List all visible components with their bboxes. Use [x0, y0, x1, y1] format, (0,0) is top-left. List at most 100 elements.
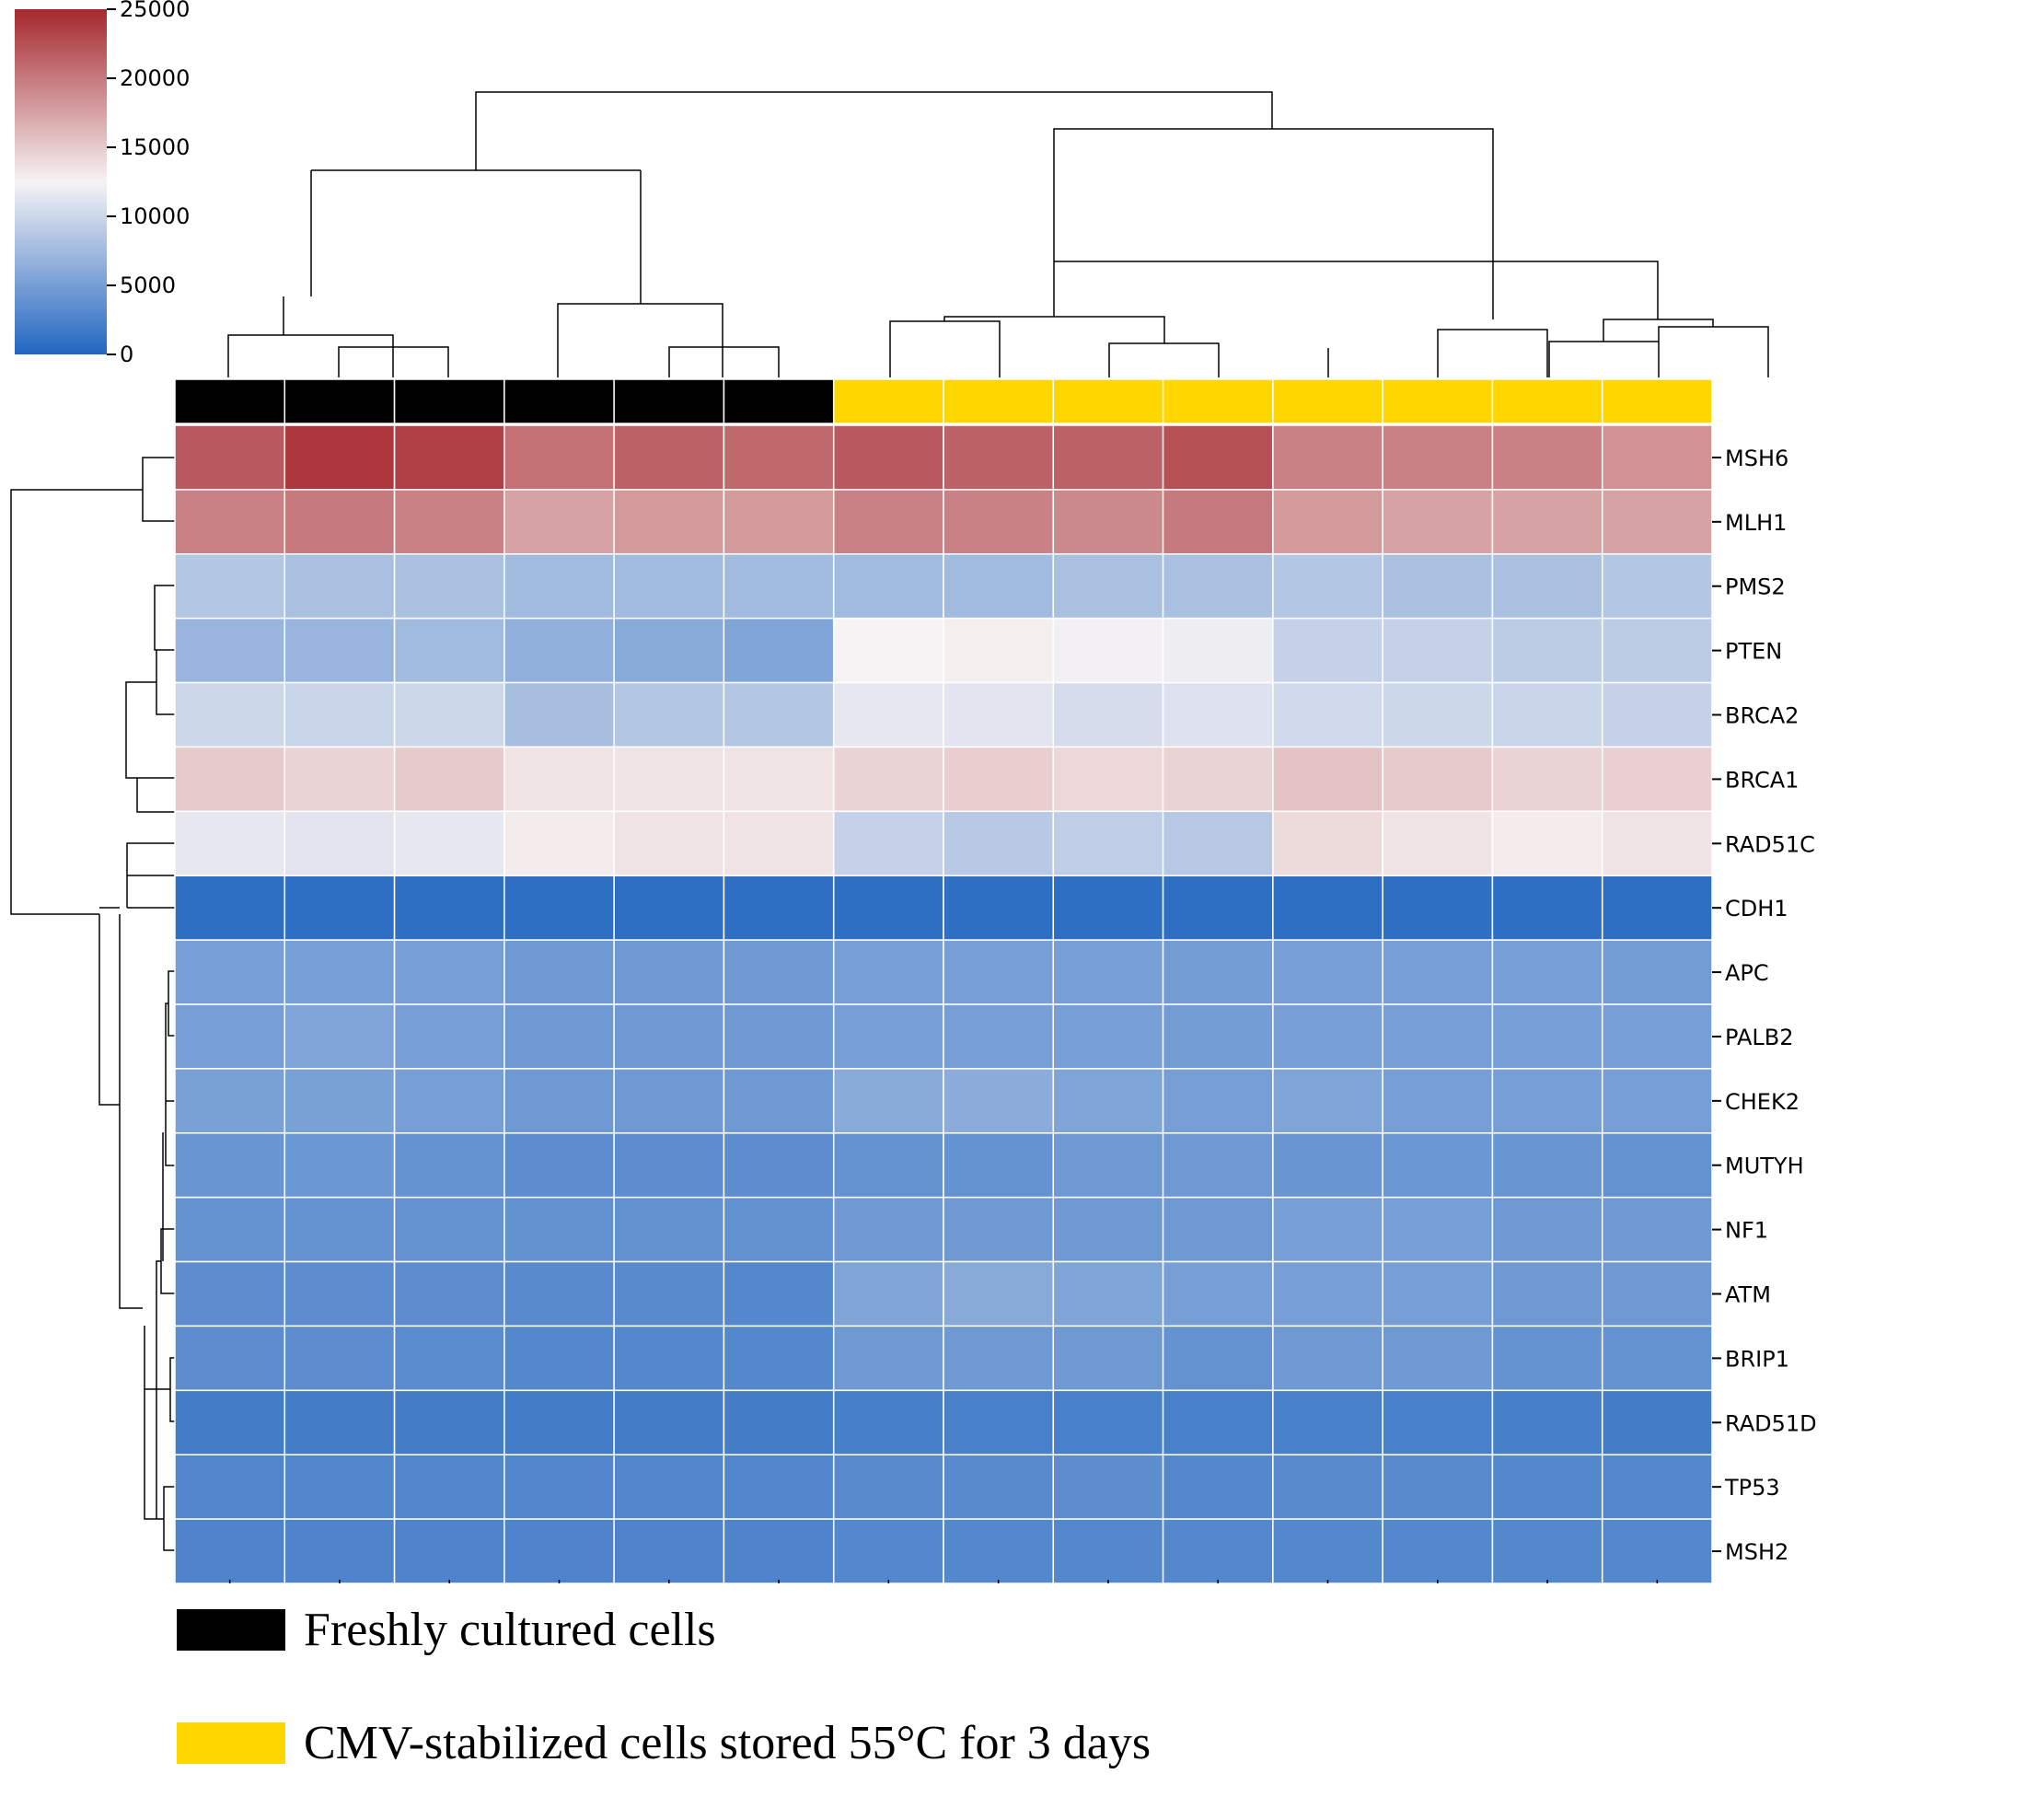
heatmap-cell — [943, 810, 1055, 876]
heatmap-cell — [943, 1518, 1055, 1584]
heatmap-cell — [1272, 1454, 1383, 1520]
group-bar-cell — [943, 378, 1055, 424]
heatmap-cell — [1052, 1196, 1164, 1263]
group-bar-cell — [503, 378, 615, 424]
heatmap-cell — [723, 553, 835, 620]
heatmap-cell — [1162, 1260, 1274, 1327]
heatmap-cell — [832, 617, 944, 684]
heatmap-cell — [832, 810, 944, 876]
heatmap-cell — [943, 681, 1055, 748]
gene-label: PMS2 — [1725, 574, 1786, 600]
gene-label: BRIP1 — [1725, 1346, 1789, 1372]
heatmap-cell — [1491, 617, 1603, 684]
heatmap-cell — [613, 489, 725, 555]
heatmap-cell — [832, 1068, 944, 1134]
heatmap-cell — [1491, 1132, 1603, 1199]
heatmap-cell — [832, 681, 944, 748]
heatmap-cell — [613, 746, 725, 813]
heatmap-cell — [174, 424, 286, 491]
heatmap-cell — [723, 1068, 835, 1134]
heatmap-cell — [1162, 875, 1274, 941]
gene-label: CHEK2 — [1725, 1089, 1800, 1115]
heatmap-cell — [503, 875, 615, 941]
group-bar-cell — [1491, 378, 1603, 424]
heatmap-cell — [723, 875, 835, 941]
heatmap-cell — [1272, 1260, 1383, 1327]
heatmap-cell — [1491, 553, 1603, 620]
heatmap-cell — [174, 810, 286, 876]
heatmap-cell — [1382, 681, 1494, 748]
heatmap-cell — [1052, 1260, 1164, 1327]
heatmap-cell — [393, 1132, 505, 1199]
heatmap-cell — [1272, 681, 1383, 748]
gene-labels: MSH6 MLH1 PMS2 PTEN BRCA2 BRCA1 RAD51C CDH1 APC P… — [1712, 446, 1817, 1565]
heatmap-cell — [1052, 1068, 1164, 1134]
heatmap-cell — [832, 1325, 944, 1392]
heatmap-cell — [1382, 1003, 1494, 1070]
heatmap-cell — [613, 875, 725, 941]
heatmap-cell — [284, 489, 396, 555]
heatmap-cell — [723, 1003, 835, 1070]
heatmap-cell — [1491, 746, 1603, 813]
heatmap-cell — [1272, 1389, 1383, 1455]
heatmap-cell — [832, 1003, 944, 1070]
heatmap-cell — [393, 1003, 505, 1070]
heatmap-cell — [1601, 1068, 1713, 1134]
heatmap-cell — [1162, 1454, 1274, 1520]
heatmap-cell — [284, 1068, 396, 1134]
heatmap-cell — [174, 1325, 286, 1392]
group-bar-cell — [1272, 378, 1383, 424]
heatmap-cell — [174, 1389, 286, 1455]
heatmap-cell — [723, 1196, 835, 1263]
heatmap-cell — [613, 1518, 725, 1584]
heatmap-cell — [1052, 424, 1164, 491]
heatmap-cell — [723, 746, 835, 813]
gene-label: BRCA2 — [1725, 703, 1799, 729]
heatmap-cell — [1382, 617, 1494, 684]
heatmap-cell — [1382, 1068, 1494, 1134]
heatmap-cell — [503, 810, 615, 876]
heatmap-cell — [284, 424, 396, 491]
heatmap-cell — [1052, 681, 1164, 748]
heatmap-cell — [1491, 1068, 1603, 1134]
heatmap-cell — [1601, 553, 1713, 620]
heatmap-cell — [943, 424, 1055, 491]
gene-label: APC — [1725, 960, 1769, 986]
heatmap-cell — [943, 1196, 1055, 1263]
heatmap-cell — [1052, 1132, 1164, 1199]
heatmap-cell — [1162, 939, 1274, 1005]
heatmap-cell — [1162, 553, 1274, 620]
gene-label: ATM — [1725, 1282, 1771, 1308]
gene-label: MSH6 — [1725, 446, 1788, 471]
heatmap-cell — [832, 489, 944, 555]
heatmap-cell — [1491, 489, 1603, 555]
heatmap-cell — [1491, 810, 1603, 876]
heatmap-cell — [1601, 939, 1713, 1005]
heatmap-cell — [1052, 810, 1164, 876]
heatmap-cell — [1272, 617, 1383, 684]
heatmap-cell — [503, 1518, 615, 1584]
colorbar-tick-label: 5000 — [120, 272, 176, 298]
heatmap-cell — [1601, 875, 1713, 941]
heatmap-cell — [1491, 1518, 1603, 1584]
heatmap-cell — [1491, 681, 1603, 748]
heatmap-cell — [832, 746, 944, 813]
heatmap-cell — [1162, 810, 1274, 876]
heatmap-cell — [1052, 746, 1164, 813]
heatmap-cell — [1162, 424, 1274, 491]
heatmap-cell — [1272, 810, 1383, 876]
heatmap-cell — [832, 875, 944, 941]
heatmap-cell — [1382, 1196, 1494, 1263]
heatmap-cell — [284, 553, 396, 620]
heatmap-cell — [393, 553, 505, 620]
group-annotation-bar — [174, 378, 1713, 424]
heatmap-cell — [174, 1003, 286, 1070]
heatmap-cell — [174, 875, 286, 941]
heatmap-cell — [723, 681, 835, 748]
heatmap-cell — [1601, 424, 1713, 491]
heatmap-cell — [393, 746, 505, 813]
group-bar-cell — [832, 378, 944, 424]
heatmap-cell — [284, 746, 396, 813]
heatmap-cell — [613, 1003, 725, 1070]
